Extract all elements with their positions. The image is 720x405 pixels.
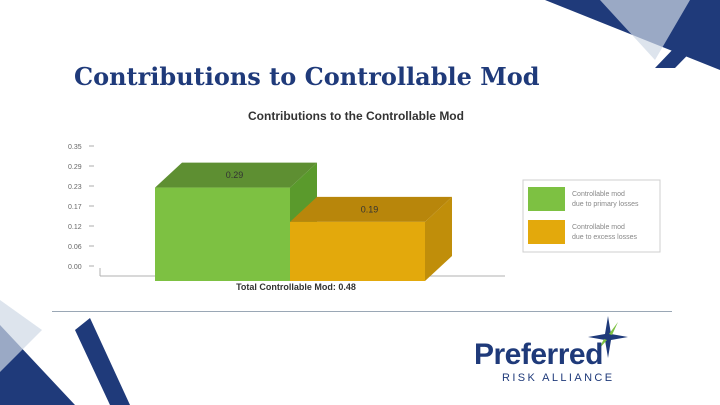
bar-value-label: 0.19	[361, 204, 379, 214]
y-tick-label: 0.23	[68, 184, 82, 191]
legend-swatch	[528, 220, 565, 244]
y-tick-label: 0.00	[68, 264, 82, 271]
y-axis: 0.35 0.29 0.23 0.17 0.12 0.06 0.00	[68, 144, 94, 271]
bar	[290, 221, 425, 281]
y-tick-label: 0.12	[68, 224, 82, 231]
star-icon	[588, 316, 628, 358]
bar-side	[425, 196, 452, 281]
legend-label: Controllable mod due to excess losses	[572, 224, 637, 241]
logo-name: Preferred	[474, 338, 603, 371]
legend: Controllable mod due to primary losses Con…	[522, 179, 661, 253]
bars-group: 0.29 0.19	[99, 162, 505, 281]
logo-tagline: RISK ALLIANCE	[502, 372, 615, 384]
chart-subtitle: Total Controllable Mod: 0.48	[236, 282, 356, 292]
company-logo: Preferred RISK ALLIANCE	[470, 316, 640, 388]
corner-decoration-bottom-left	[0, 300, 130, 405]
bar-top	[290, 196, 452, 222]
y-tick-label: 0.17	[68, 204, 82, 211]
y-tick-label: 0.29	[68, 164, 82, 171]
y-tick-label: 0.06	[68, 244, 82, 251]
page-title: Contributions to Controllable Mod	[74, 62, 540, 91]
corner-decoration-top-right	[545, 0, 720, 70]
legend-label: Controllable mod due to primary losses	[572, 191, 639, 208]
legend-swatch	[528, 187, 565, 211]
divider	[52, 311, 672, 312]
chart-title: Contributions to the Controllable Mod	[248, 109, 464, 123]
y-tick-label: 0.35	[68, 144, 82, 151]
bar-top	[155, 162, 317, 188]
bar	[155, 187, 290, 281]
bar-value-label: 0.29	[226, 170, 244, 180]
